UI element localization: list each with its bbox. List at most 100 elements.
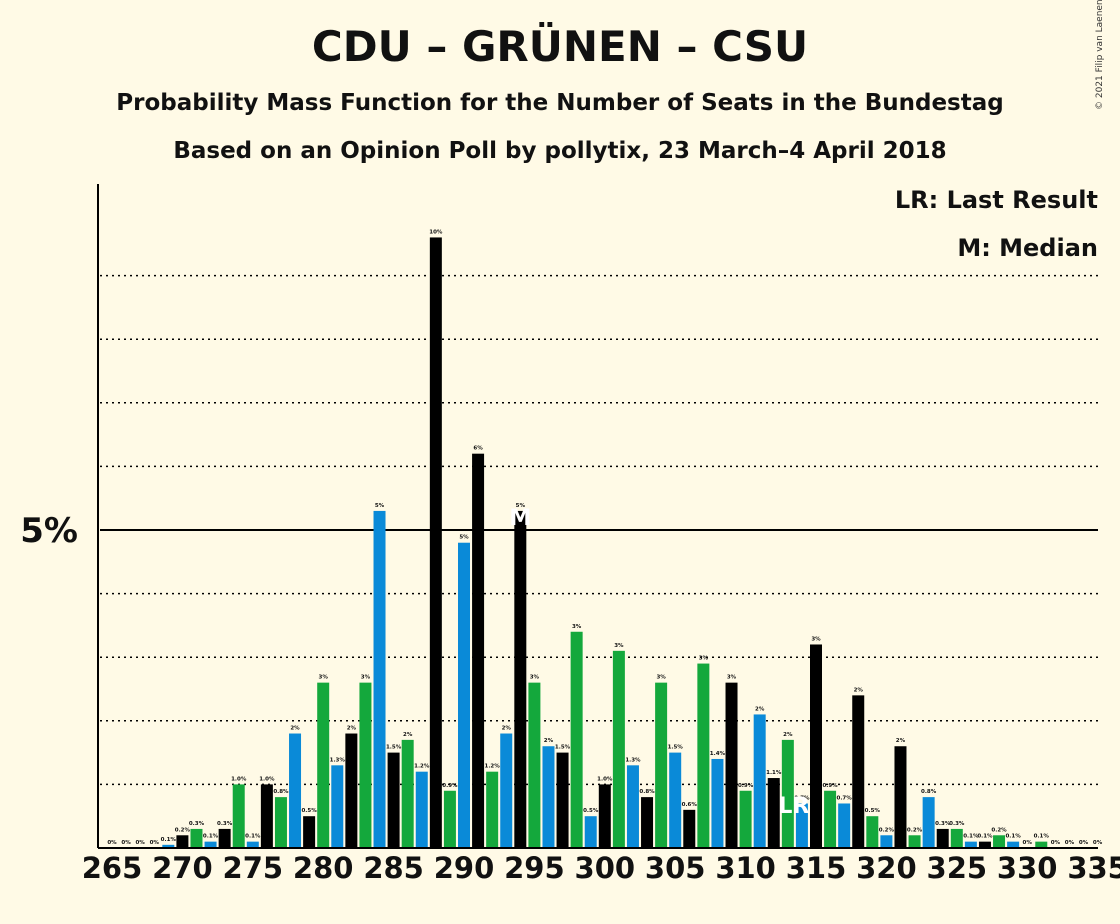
bar xyxy=(598,784,611,848)
bar-label: 0% xyxy=(135,840,145,846)
bar xyxy=(725,682,738,848)
chart-subtitle: Probability Mass Function for the Number… xyxy=(116,90,1004,116)
bar-label: 3% xyxy=(656,675,666,681)
bar xyxy=(514,510,527,848)
bar xyxy=(542,746,555,848)
bar-label: 1.0% xyxy=(597,776,613,782)
bar xyxy=(162,844,175,848)
bar-label: 0% xyxy=(1093,840,1103,846)
bar xyxy=(964,841,977,848)
bar xyxy=(472,453,485,848)
x-tick-label: 290 xyxy=(434,851,495,885)
bar xyxy=(978,841,991,848)
bar xyxy=(612,650,625,848)
median-marker: M xyxy=(509,506,531,531)
bar-label: 5% xyxy=(459,535,469,541)
bar xyxy=(852,695,865,848)
bar-label: 3% xyxy=(572,624,582,630)
bar xyxy=(641,797,654,848)
bar-label: 3% xyxy=(811,636,821,642)
legend-median: M: Median xyxy=(957,234,1098,262)
bar xyxy=(655,682,668,848)
bar-label: 0.1% xyxy=(1005,834,1021,840)
bar-label: 1.4% xyxy=(710,751,726,757)
bar-labels: 0% 0% 0% 0%0.1%0.2%0.3%0.1%0.3%1.0%0.1%1.0%… xyxy=(107,229,1102,846)
bar-label: 0.9% xyxy=(442,783,458,789)
bar xyxy=(176,835,189,848)
bar-label: 2% xyxy=(854,687,864,693)
bar-label: 1.2% xyxy=(485,764,501,770)
gridlines xyxy=(100,274,1098,786)
bar-label: 0.5% xyxy=(301,808,317,814)
bar xyxy=(683,809,696,848)
bar-label: 6% xyxy=(473,446,483,452)
x-tick-label: 275 xyxy=(223,851,284,885)
bar xyxy=(753,714,766,848)
bar-label: 10% xyxy=(429,229,443,235)
bar xyxy=(331,765,344,848)
bar-label: 0.1% xyxy=(1034,834,1050,840)
bar-label: 0% xyxy=(1065,840,1075,846)
bar xyxy=(317,682,330,848)
x-tick-label: 320 xyxy=(856,851,917,885)
bar xyxy=(429,237,442,848)
bar xyxy=(500,733,513,848)
bars xyxy=(162,237,1048,848)
bar xyxy=(260,784,273,848)
x-tick-label: 335 xyxy=(1067,851,1120,885)
bar xyxy=(570,631,583,848)
axes: 5% xyxy=(20,184,1098,849)
bar xyxy=(1035,841,1048,848)
bar-label: 0.6% xyxy=(682,802,698,808)
bar-label: 1.3% xyxy=(625,757,641,763)
x-tick-label: 285 xyxy=(363,851,424,885)
bar-label: 0.9% xyxy=(822,783,838,789)
bar-label: 3% xyxy=(361,675,371,681)
x-tick-label: 295 xyxy=(504,851,565,885)
y-tick-label: 5% xyxy=(20,511,78,551)
bar xyxy=(359,682,372,848)
bar xyxy=(922,797,935,848)
bar xyxy=(739,790,752,848)
bar xyxy=(838,803,851,848)
bar xyxy=(584,816,597,848)
bar-label: 1.0% xyxy=(259,776,275,782)
bar-label: 2% xyxy=(783,732,793,738)
bar xyxy=(556,752,569,848)
bar xyxy=(866,816,879,848)
bar-label: 0% xyxy=(107,840,117,846)
bar-label: 0.3% xyxy=(949,821,965,827)
bar xyxy=(415,771,428,848)
bar-label: 0% xyxy=(1023,840,1033,846)
bar xyxy=(345,733,358,848)
bar-label: 0.8% xyxy=(273,789,289,795)
bar-label: 2% xyxy=(290,726,300,732)
bar-label: 0.8% xyxy=(639,789,655,795)
bar-label: 1.2% xyxy=(414,764,430,770)
bar-label: 0% xyxy=(1079,840,1089,846)
x-tick-label: 300 xyxy=(575,851,636,885)
bar xyxy=(401,739,414,848)
bar xyxy=(626,765,639,848)
markers: M LR xyxy=(509,506,809,819)
bar-label: 0% xyxy=(150,840,160,846)
bar-label: 0.2% xyxy=(175,827,191,833)
bar-label: 1.5% xyxy=(555,745,571,751)
bar xyxy=(795,803,808,848)
bar xyxy=(711,758,724,848)
bar-label: 2% xyxy=(755,706,765,712)
bar-label: 0.2% xyxy=(907,827,923,833)
bar xyxy=(528,682,541,848)
last-result-marker: LR xyxy=(778,794,809,819)
bar-label: 1.5% xyxy=(386,745,402,751)
bar xyxy=(950,828,963,848)
bar xyxy=(246,841,259,848)
bar xyxy=(274,797,287,848)
bar-label: 3% xyxy=(530,675,540,681)
bar-label: 3% xyxy=(699,656,709,662)
x-tick-label: 280 xyxy=(293,851,354,885)
bar-label: 0.7% xyxy=(794,795,810,801)
bar xyxy=(443,790,456,848)
bar xyxy=(190,828,203,848)
